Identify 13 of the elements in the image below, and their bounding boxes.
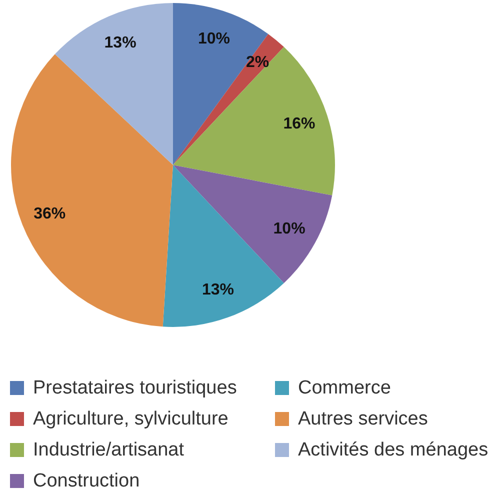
legend-label: Autres services	[298, 408, 428, 430]
legend-label: Construction	[33, 470, 140, 489]
data-label: 36%	[34, 205, 66, 222]
legend-label: Activités des ménages	[298, 440, 488, 460]
legend-label: Industrie/artisanat	[33, 440, 185, 460]
legend-label: Commerce	[298, 378, 391, 398]
data-label: 16%	[283, 115, 316, 132]
data-label: 13%	[104, 34, 136, 52]
data-label: 10%	[273, 220, 306, 238]
legend-label: Agriculture, sylviculture	[33, 408, 228, 430]
data-label: 13%	[202, 281, 234, 298]
legend-label: Prestataires touristiques	[33, 378, 237, 398]
data-label: 10%	[198, 30, 230, 48]
